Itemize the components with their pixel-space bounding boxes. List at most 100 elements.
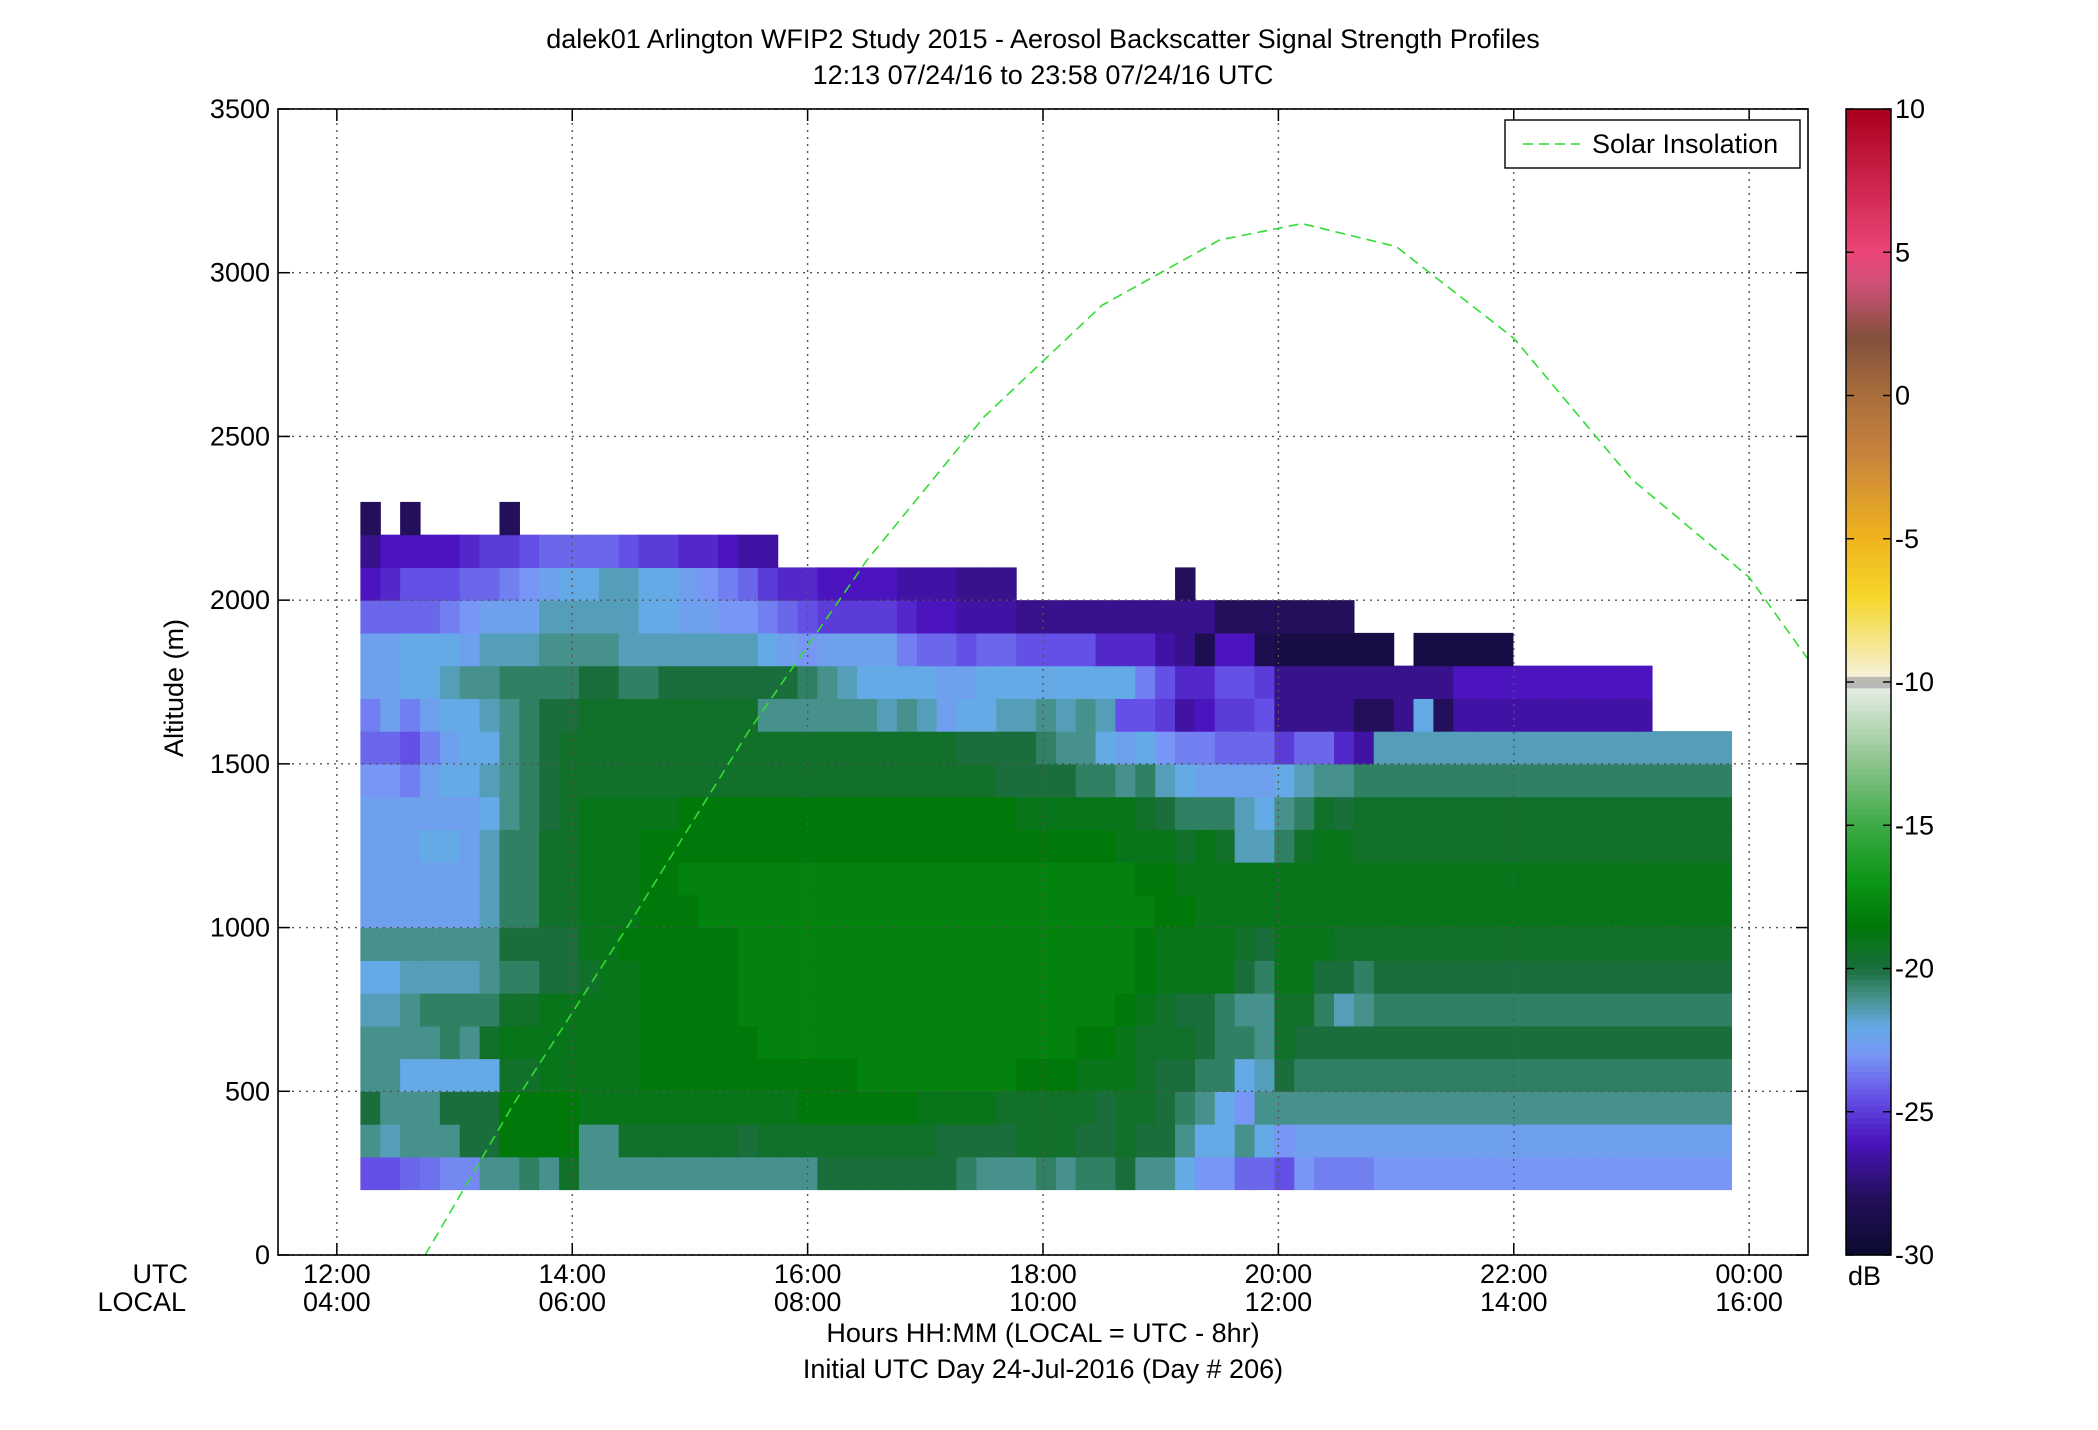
heatmap-cell [1055, 1091, 1077, 1125]
heatmap-cell [1453, 632, 1474, 667]
heatmap-cell [1632, 862, 1653, 896]
heatmap-cell [1512, 1025, 1534, 1060]
heatmap-cell [1453, 960, 1474, 994]
heatmap-cell [1671, 993, 1693, 1027]
heatmap-cell [1711, 731, 1733, 765]
heatmap-cell [1314, 1058, 1335, 1092]
heatmap-cell [1671, 927, 1693, 961]
heatmap-cell [578, 1156, 600, 1191]
heatmap-cell [976, 829, 997, 863]
heatmap-cell [718, 796, 739, 830]
heatmap-cell [360, 600, 381, 634]
heatmap-cell [658, 1124, 679, 1158]
heatmap-cell [479, 993, 501, 1027]
heatmap-cell [857, 567, 878, 601]
heatmap-cell [1035, 862, 1057, 896]
heatmap-cell [1314, 698, 1335, 732]
colorbar-segment [1846, 865, 1891, 872]
heatmap-cell [1194, 894, 1216, 929]
colorbar-segment [1846, 808, 1891, 815]
colorbar-segment [1846, 498, 1891, 505]
heatmap-cell [757, 1058, 779, 1092]
heatmap-cell [777, 1156, 799, 1191]
heatmap-cell [1393, 927, 1415, 961]
heatmap-cell [1473, 1025, 1494, 1060]
heatmap-cell [1552, 796, 1574, 830]
heatmap-cell [658, 600, 679, 634]
heatmap-cell [479, 763, 501, 798]
heatmap-cell [1373, 1124, 1395, 1158]
colorbar-segment [1846, 452, 1891, 460]
heatmap-cell [598, 1156, 620, 1191]
heatmap-cell [638, 534, 660, 568]
heatmap-cell [1294, 600, 1315, 634]
heatmap-cell [1353, 1156, 1375, 1191]
heatmap-cell [698, 763, 719, 798]
heatmap-cell [936, 829, 958, 863]
heatmap-cell [877, 763, 898, 798]
heatmap-cell [459, 632, 481, 667]
heatmap-cell [479, 894, 501, 929]
heatmap-cell [797, 1025, 818, 1060]
heatmap-cell [976, 927, 997, 961]
heatmap-cell [737, 698, 759, 732]
heatmap-cell [1294, 960, 1315, 994]
heatmap-cell [877, 927, 898, 961]
heatmap-cell [817, 1025, 838, 1060]
heatmap-cell [1413, 829, 1434, 863]
heatmap-cell [1353, 1058, 1375, 1092]
heatmap-cell [479, 1124, 501, 1158]
heatmap-cell [519, 993, 540, 1027]
heatmap-cell [1274, 731, 1295, 765]
heatmap-cell [638, 1124, 660, 1158]
heatmap-cell [1393, 960, 1415, 994]
heatmap-cell [360, 1025, 381, 1060]
heatmap-cell [1294, 1025, 1315, 1060]
colorbar-segment [1846, 1140, 1891, 1147]
colorbar-segment [1846, 916, 1891, 924]
heatmap-cell [539, 665, 560, 699]
heatmap-cell [400, 534, 421, 568]
heatmap-cell [877, 1025, 898, 1060]
colorbar-segment [1846, 1100, 1891, 1107]
heatmap-cell [1552, 927, 1574, 961]
heatmap-cell [479, 796, 501, 830]
heatmap-cell [1572, 665, 1593, 699]
colorbar-segment [1846, 286, 1891, 293]
heatmap-cell [698, 1156, 719, 1191]
heatmap-cell [559, 632, 580, 667]
heatmap-cell [698, 1058, 719, 1092]
heatmap-cell [598, 665, 620, 699]
colorbar-segment [1846, 120, 1891, 127]
y-tick-label: 500 [225, 1076, 270, 1106]
heatmap-cell [539, 796, 560, 830]
heatmap-cell [1651, 927, 1673, 961]
heatmap-cell [1234, 731, 1256, 765]
heatmap-cell [1492, 632, 1514, 667]
heatmap-cell [757, 600, 779, 634]
heatmap-cell [916, 1091, 938, 1125]
heatmap-cell [1671, 1124, 1693, 1158]
heatmap-cell [439, 1091, 461, 1125]
heatmap-cell [1294, 1058, 1315, 1092]
heatmap-cell [1353, 1025, 1375, 1060]
heatmap-cell [857, 731, 878, 765]
heatmap-cell [539, 829, 560, 863]
heatmap-cell [479, 1156, 501, 1191]
heatmap-cell [996, 796, 1017, 830]
heatmap-cell [956, 829, 977, 863]
heatmap-cell [797, 665, 818, 699]
heatmap-cell [1294, 632, 1315, 667]
heatmap-cell [857, 698, 878, 732]
heatmap-cell [1612, 698, 1633, 732]
colorbar-segment [1846, 853, 1891, 861]
heatmap-cell [1135, 993, 1156, 1027]
heatmap-cell [718, 862, 739, 896]
colorbar-segment [1846, 687, 1891, 695]
heatmap-cell [499, 1091, 520, 1125]
heatmap-cell [1214, 698, 1236, 732]
colorbar-segment [1846, 1025, 1891, 1033]
heatmap-cell [638, 567, 660, 601]
heatmap-cell [817, 665, 838, 699]
colorbar-segment [1846, 1031, 1891, 1038]
